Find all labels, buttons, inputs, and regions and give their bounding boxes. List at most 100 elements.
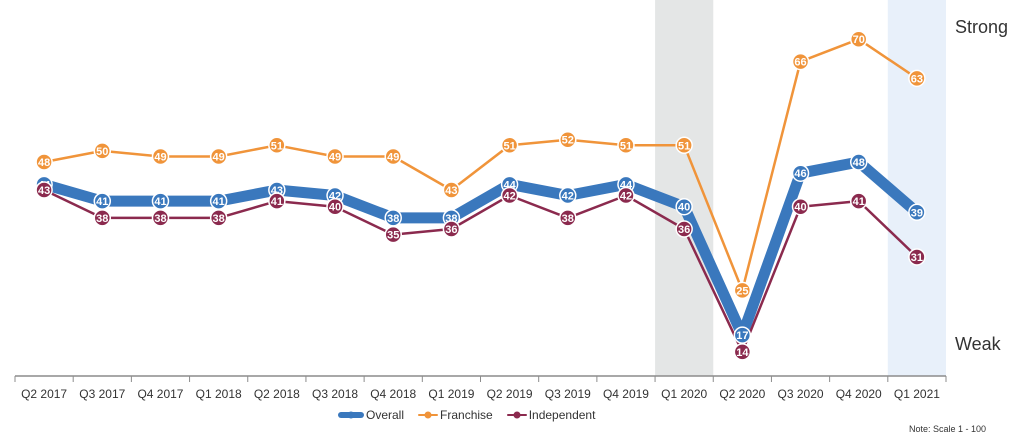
chart: Q2 2017 Q3 2017 Q4 2017 Q1 2018 Q2 2018 Q3 20… xyxy=(14,0,947,401)
data-label-franchise: 50 xyxy=(96,146,108,158)
legend-label: Franchise xyxy=(440,408,493,422)
data-label-overall: 17 xyxy=(736,330,748,342)
legend-item-independent: Independent xyxy=(506,408,596,422)
data-point-franchise xyxy=(849,30,868,48)
data-label-independent: 14 xyxy=(736,347,749,359)
data-point-independent xyxy=(35,181,53,199)
data-label-franchise: 25 xyxy=(736,285,748,297)
data-label-independent: 38 xyxy=(154,213,166,225)
data-label-franchise: 43 xyxy=(445,185,457,197)
data-label-overall: 41 xyxy=(96,196,108,208)
data-label-independent: 42 xyxy=(503,191,515,203)
series-points: 4441414143423838444244401746483948504949… xyxy=(35,30,926,361)
data-label-independent: 40 xyxy=(329,202,341,214)
shaded-band xyxy=(655,0,714,376)
data-point-independent xyxy=(268,192,286,210)
data-label-overall: 48 xyxy=(853,157,865,169)
legend-swatch xyxy=(418,411,439,419)
data-label-independent: 41 xyxy=(271,196,283,208)
data-point-franchise xyxy=(617,136,635,155)
x-tick-label: Q4 2020 xyxy=(836,387,882,401)
series-line-franchise xyxy=(42,37,919,292)
data-point-independent xyxy=(93,209,112,227)
data-point-franchise xyxy=(268,136,286,155)
legend-swatch xyxy=(338,411,364,419)
x-tick-label: Q3 2020 xyxy=(778,387,824,401)
data-label-overall: 42 xyxy=(562,191,574,203)
data-point-franchise xyxy=(559,130,577,149)
data-label-franchise: 48 xyxy=(38,157,50,169)
data-label-independent: 36 xyxy=(445,224,457,236)
data-point-independent xyxy=(791,197,810,216)
data-label-overall: 38 xyxy=(387,213,399,225)
data-label-franchise: 49 xyxy=(154,151,166,163)
data-label-franchise: 51 xyxy=(271,140,283,152)
data-label-franchise: 51 xyxy=(620,140,632,152)
x-tick-label: Q4 2018 xyxy=(370,387,416,401)
x-tick-label: Q3 2019 xyxy=(545,387,591,401)
data-label-franchise: 51 xyxy=(503,140,515,152)
data-point-franchise xyxy=(733,281,752,300)
data-point-franchise xyxy=(326,147,344,166)
data-label-overall: 40 xyxy=(678,202,690,214)
data-label-independent: 38 xyxy=(562,213,574,225)
data-label-franchise: 49 xyxy=(213,151,225,163)
data-point-independent xyxy=(442,220,461,238)
series-line-independent xyxy=(42,188,919,354)
data-point-overall xyxy=(849,153,868,171)
scale-note: Note: Scale 1 - 100 xyxy=(908,424,986,434)
data-point-independent xyxy=(151,209,170,227)
data-point-independent xyxy=(908,248,926,266)
x-tick-label: Q3 2017 xyxy=(79,387,125,401)
series-line-overall xyxy=(38,156,923,341)
x-tick-label: Q1 2019 xyxy=(428,387,474,401)
legend-label: Independent xyxy=(528,408,596,422)
x-tick-label: Q2 2017 xyxy=(21,387,67,401)
weak-label: Weak xyxy=(955,334,1001,354)
data-point-independent xyxy=(733,343,752,361)
data-label-independent: 38 xyxy=(96,213,108,225)
data-label-overall: 41 xyxy=(154,196,166,208)
series-lines xyxy=(38,37,923,354)
data-label-franchise: 52 xyxy=(562,135,574,147)
data-point-franchise xyxy=(384,147,402,166)
data-label-independent: 43 xyxy=(38,185,50,197)
data-point-overall xyxy=(559,186,577,205)
x-tick-label: Q4 2019 xyxy=(603,387,649,401)
strong-label: Strong xyxy=(955,17,1009,37)
data-point-independent xyxy=(849,192,868,210)
x-tick-label: Q2 2020 xyxy=(719,387,765,401)
data-point-franchise xyxy=(908,69,926,88)
highlight-bands xyxy=(655,0,946,376)
x-tick-label: Q3 2018 xyxy=(312,387,358,401)
data-point-independent xyxy=(675,220,693,238)
x-tick-label: Q4 2017 xyxy=(137,387,183,401)
x-tick-label: Q1 2018 xyxy=(196,387,242,401)
legend-swatch xyxy=(506,411,527,419)
data-label-independent: 42 xyxy=(620,191,632,203)
x-tick-label: Q1 2021 xyxy=(894,387,940,401)
data-label-independent: 40 xyxy=(794,202,806,214)
legend-label: Overall xyxy=(366,408,405,422)
x-tick-label: Q1 2020 xyxy=(661,387,707,401)
data-point-overall xyxy=(675,197,693,216)
data-label-overall: 46 xyxy=(794,168,806,180)
data-label-franchise: 49 xyxy=(387,151,399,163)
data-label-independent: 31 xyxy=(911,252,923,264)
data-point-franchise xyxy=(151,147,170,166)
data-point-franchise xyxy=(791,52,810,71)
data-point-franchise xyxy=(35,153,53,171)
data-label-independent: 35 xyxy=(387,230,399,242)
data-point-franchise xyxy=(675,136,693,155)
data-point-independent xyxy=(559,209,577,227)
data-point-franchise xyxy=(209,147,228,166)
legend-item-overall: Overall xyxy=(338,408,404,422)
data-point-franchise xyxy=(500,136,519,155)
data-point-overall xyxy=(908,203,926,222)
x-axis-labels: Q2 2017 Q3 2017 Q4 2017 Q1 2018 Q2 2018 Q3 20… xyxy=(21,387,940,401)
data-point-independent xyxy=(617,186,635,205)
data-label-franchise: 63 xyxy=(911,73,923,85)
data-point-independent xyxy=(326,197,344,216)
data-point-overall xyxy=(791,164,810,182)
data-label-franchise: 70 xyxy=(853,34,865,46)
